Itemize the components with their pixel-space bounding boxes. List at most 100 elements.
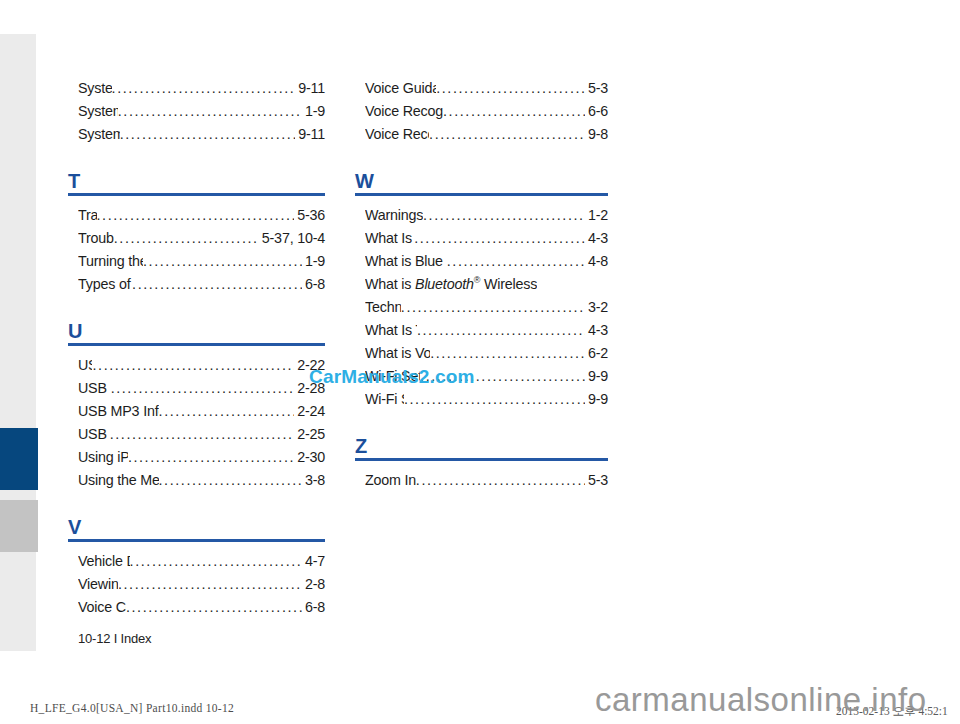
watermark-carmanuals2: CarManuals2.com [309, 366, 475, 388]
index-entry: Voice Recognition Screen Overview 6-6 [365, 100, 608, 123]
entry-label: Using the Menu During a Phone Call [78, 469, 159, 492]
entry-page-ref: 4-8 [585, 250, 608, 273]
entry-label: Vehicle Diagnostics [78, 550, 130, 573]
section-entries: Vehicle Diagnostics4-7Viewing Menu2-8Voi… [68, 550, 325, 619]
dot-leader [401, 296, 585, 319]
dot-leader [120, 123, 296, 146]
index-entry: Troubleshooting5-37, 10-4 [78, 227, 325, 250]
entry-page-ref: 9-8 [585, 123, 608, 146]
index-entry: USB MP3 Information and Precautions 2-24 [78, 400, 325, 423]
index-column-right: Voice Guidance Volume On/Off5-3Voice Rec… [355, 77, 608, 492]
entry-page-ref: 2-30 [294, 446, 325, 469]
index-entry: Traffic5-36 [78, 204, 325, 227]
chapter-tab-light [0, 500, 38, 552]
index-section-v: VVehicle Diagnostics4-7Viewing Menu2-8Vo… [68, 516, 325, 619]
index-entry: Warnings and Cautions 1-2 [365, 204, 608, 227]
entry-label: Technology? [365, 296, 401, 319]
index-column-left: System Info 9-11System Reset1-9System Upd… [68, 77, 325, 619]
dot-leader [126, 596, 302, 619]
entry-page-ref: 4-7 [302, 550, 325, 573]
entry-page-ref: 2-25 [294, 423, 325, 446]
section-entries: Traffic5-36Troubleshooting5-37, 10-4Turn… [68, 204, 325, 296]
dot-leader [111, 377, 295, 400]
dot-leader [118, 100, 302, 123]
entry-label: Troubleshooting [78, 227, 114, 250]
entry-label: USB Image [78, 377, 111, 400]
index-entry: What Is Blue Link?4-3 [365, 227, 608, 250]
entry-page-ref: 5-3 [585, 77, 608, 100]
dot-leader [118, 573, 302, 596]
entry-label: Voice Recognition Screen Overview [365, 100, 443, 123]
section-letter: T [68, 170, 325, 196]
entry-label: Warnings and Cautions [365, 204, 423, 227]
index-entry: Voice Recognition Settings 9-8 [365, 123, 608, 146]
dot-leader [429, 123, 585, 146]
index-entry: What is Blue Link Voice Local Search? 4-8 [365, 250, 608, 273]
section-entries: System Info 9-11System Reset1-9System Upd… [68, 77, 325, 146]
dot-leader [417, 319, 585, 342]
index-entry: Vehicle Diagnostics 4-7 [78, 550, 325, 573]
entry-page-ref: 3-8 [302, 469, 325, 492]
index-entry: System Reset1-9 [78, 100, 325, 123]
entry-page-ref: 5-3 [585, 469, 608, 492]
entry-label: What is Blue Link Voice Local Search? [365, 250, 447, 273]
index-section-continued: Voice Guidance Volume On/Off5-3Voice Rec… [355, 77, 608, 146]
entry-label: Traffic [78, 204, 97, 227]
index-entry: USB2-22 [78, 354, 325, 377]
entry-label: Zoom In /Zoom Out [365, 469, 416, 492]
entry-page-ref: 2-8 [302, 573, 325, 596]
dot-leader [159, 400, 295, 423]
entry-page-ref: 9-9 [585, 388, 608, 411]
index-entry: System Update9-11 [78, 123, 325, 146]
dot-leader [110, 423, 294, 446]
entry-label: Viewing Menu [78, 573, 118, 596]
dot-leader [159, 469, 302, 492]
page-number-footer: 10-12 I Index [78, 631, 151, 646]
dot-leader [128, 446, 294, 469]
entry-label: USB MP3 Information and Precautions [78, 400, 159, 423]
dot-leader [430, 342, 585, 365]
entry-label: USB [78, 354, 92, 377]
entry-page-ref: 4-3 [585, 227, 608, 250]
index-section-u: U USB2-22USB Image2-28USB MP3 Information… [68, 320, 325, 492]
index-entry: What Is Telematics?4-3 [365, 319, 608, 342]
print-slug-filename: H_LFE_G4.0[USA_N] Part10.indd 10-12 [30, 702, 234, 714]
entry-page-ref: 6-8 [302, 596, 325, 619]
dot-leader [443, 100, 585, 123]
entry-label: What is Voice Recognition? [365, 342, 430, 365]
entry-page-ref: 1-2 [585, 204, 608, 227]
dot-leader [447, 250, 585, 273]
entry-page-ref: 4-3 [585, 319, 608, 342]
section-entries: USB2-22USB Image2-28USB MP3 Information … [68, 354, 325, 492]
index-entry: USB Music 2-25 [78, 423, 325, 446]
index-entry: What is Bluetooth® Wireless [365, 273, 608, 296]
watermark-carmanualsonline: carmanualsonline.info [595, 681, 927, 719]
entry-label: Voice Recognition Settings [365, 123, 429, 146]
entry-label: Turning the System On/Off [78, 250, 143, 273]
entry-page-ref: 6-8 [302, 273, 325, 296]
entry-label: System Info [78, 77, 112, 100]
entry-page-ref: 6-6 [585, 100, 608, 123]
entry-label: Types of Commands [78, 273, 132, 296]
index-entry: Zoom In /Zoom Out 5-3 [365, 469, 608, 492]
dot-leader [423, 204, 585, 227]
index-entry: Using the Menu During a Phone Call 3-8 [78, 469, 325, 492]
entry-label: Wi-Fi Settings [365, 388, 404, 411]
entry-page-ref: 6-2 [585, 342, 608, 365]
dot-leader [436, 77, 585, 100]
dot-leader [132, 273, 302, 296]
index-section-continued: System Info 9-11System Reset1-9System Upd… [68, 77, 325, 146]
entry-page-ref: 9-11 [295, 77, 325, 100]
section-letter: U [68, 320, 325, 346]
index-section-t: T Traffic5-36Troubleshooting5-37, 10-4Tur… [68, 170, 325, 296]
dot-leader [114, 227, 259, 250]
index-entry: Turning the System On/Off1-9 [78, 250, 325, 273]
index-entry: Viewing Menu 2-8 [78, 573, 325, 596]
index-entry: Technology?3-2 [365, 296, 608, 319]
entry-page-ref: 2-24 [294, 400, 325, 423]
dot-leader [414, 227, 585, 250]
index-entry: System Info 9-11 [78, 77, 325, 100]
chapter-tab-dark [0, 428, 38, 490]
index-entry: What is Voice Recognition? 6-2 [365, 342, 608, 365]
entry-label: USB Music [78, 423, 110, 446]
